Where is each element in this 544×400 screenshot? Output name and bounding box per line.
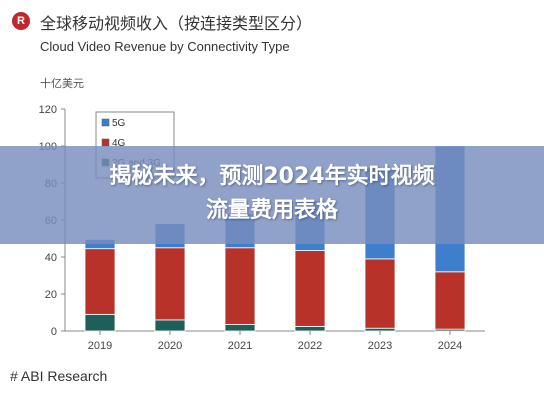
legend-swatch — [101, 138, 110, 147]
chart-title-chinese: 全球移动视频收入（按连接类型区分） — [40, 14, 313, 33]
source-credit: # ABI Research — [10, 368, 108, 384]
legend-label: 5G — [112, 118, 126, 129]
overlay-banner-text: 揭秘未来，预测2024年实时视频 流量费用表格 — [0, 160, 544, 228]
bar-segment — [434, 271, 466, 330]
x-tick-label: 2021 — [228, 340, 252, 352]
bar-segment — [224, 247, 256, 325]
x-tick-label: 2023 — [368, 340, 392, 352]
bar-segment — [84, 313, 116, 332]
bar-segment — [294, 325, 326, 332]
y-tick-label: 120 — [39, 104, 57, 116]
bar-segment — [364, 327, 396, 332]
banner-line-2: 流量费用表格 — [205, 198, 338, 223]
brand-logo: R — [12, 12, 30, 30]
bar-segment — [294, 250, 326, 327]
legend-label: 4G — [112, 138, 126, 149]
x-tick-label: 2024 — [438, 340, 462, 352]
x-tick-label: 2022 — [298, 340, 322, 352]
overlay-banner — [0, 146, 544, 244]
y-tick-label: 20 — [45, 289, 57, 301]
legend-swatch — [101, 118, 110, 127]
bar-segment — [224, 324, 256, 332]
y-tick-label: 0 — [51, 326, 57, 338]
bar-segment — [154, 247, 186, 321]
x-tick-label: 2019 — [88, 340, 112, 352]
chart-title-english: Cloud Video Revenue by Connectivity Type — [40, 39, 290, 54]
x-tick-label: 2020 — [158, 340, 182, 352]
y-axis-unit-label: 十亿美元 — [40, 77, 84, 90]
y-tick-label: 40 — [45, 252, 57, 264]
bar-segment — [154, 319, 186, 332]
bar-segment — [84, 248, 116, 315]
bar-segment — [364, 258, 396, 329]
banner-line-1: 揭秘未来，预测2024年实时视频 — [109, 164, 435, 189]
